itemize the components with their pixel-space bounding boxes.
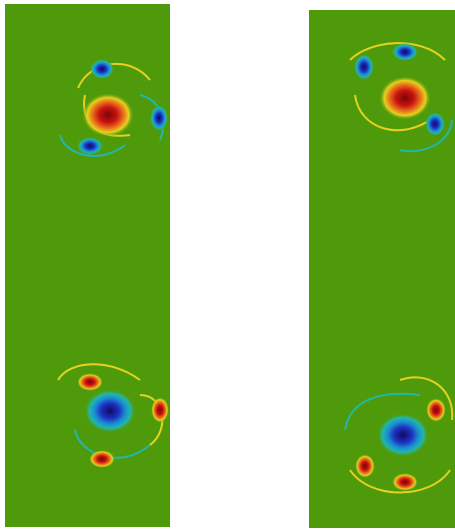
vortex (425, 112, 445, 136)
vortex (151, 397, 169, 423)
right-bottom-swirls (344, 376, 454, 494)
vortex (82, 93, 134, 137)
vortex (150, 105, 168, 131)
vortex (90, 59, 114, 79)
vortex (426, 398, 446, 422)
vortex (392, 43, 418, 61)
right-top-swirls (349, 42, 453, 153)
vortex (84, 389, 136, 433)
vortex (377, 413, 429, 457)
vortex (354, 54, 374, 80)
vortex (89, 450, 115, 468)
left-panel (5, 4, 170, 527)
right-panel (309, 10, 455, 528)
vortex (379, 76, 431, 120)
vortex (355, 454, 375, 478)
vortex (77, 373, 103, 391)
vortex (392, 473, 418, 491)
vortex (77, 137, 103, 155)
